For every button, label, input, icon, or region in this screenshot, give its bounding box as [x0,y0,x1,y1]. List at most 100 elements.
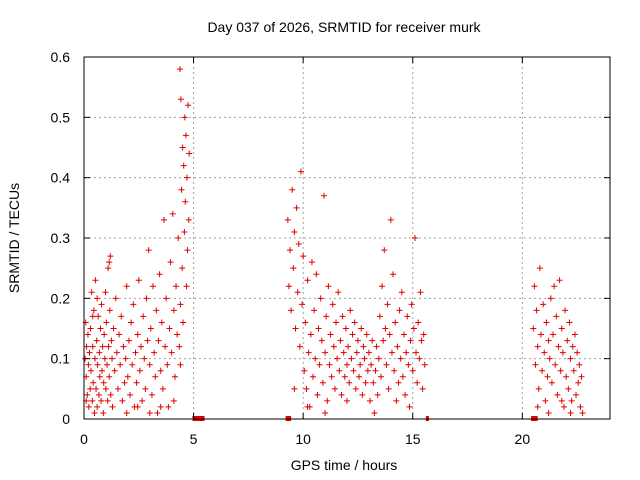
data-point [90,307,97,314]
data-point [556,277,563,284]
data-point [393,397,400,404]
data-point [102,289,109,296]
data-point [156,271,163,278]
data-point [397,355,404,362]
data-point [89,343,96,350]
data-point [83,343,90,350]
data-point [109,403,116,410]
data-point [354,337,361,344]
data-point [109,355,116,362]
data-point [101,331,108,338]
data-point [340,349,347,356]
data-point [563,373,570,380]
data-point [359,391,366,398]
data-point [537,331,544,338]
data-point [89,313,96,320]
data-point [136,367,143,374]
data-point [394,343,401,350]
data-point [380,337,387,344]
data-point [374,391,381,398]
data-point [337,337,344,344]
data-point [307,331,314,338]
data-point [577,403,584,410]
data-point [361,355,368,362]
data-point [418,337,425,344]
data-point [145,247,152,254]
data-point [130,301,137,308]
data-point [180,162,187,169]
data-point [555,343,562,350]
data-point [390,271,397,278]
data-point [100,409,107,416]
data-point [571,331,578,338]
data-point [300,253,307,260]
data-point [326,361,333,368]
data-point [183,283,190,290]
data-point [370,379,377,386]
data-point [562,307,569,314]
data-point [558,397,565,404]
data-point [132,349,139,356]
data-point [316,361,323,368]
data-point [573,391,580,398]
data-point [414,379,421,386]
data-point [147,325,154,332]
data-point [372,367,379,374]
data-point [105,343,112,350]
data-point [413,349,420,356]
data-point [176,66,183,73]
data-point [174,331,181,338]
data-point [106,373,113,380]
data-point [101,355,108,362]
data-point [420,331,427,338]
data-point [91,409,98,416]
data-point [86,349,93,356]
data-point [184,247,191,254]
data-point [384,301,391,308]
data-point [347,307,354,314]
data-point [338,391,345,398]
data-point [124,373,131,380]
data-point [400,331,407,338]
data-point [85,361,92,368]
data-point [551,283,558,290]
data-point [567,409,574,416]
data-point [553,313,560,320]
data-point [176,343,183,350]
data-point [363,331,370,338]
data-point [94,295,101,302]
data-point [358,325,365,332]
data-point [569,343,576,350]
data-point [106,307,113,314]
data-point [95,391,102,398]
y-tick-label: 0.4 [51,170,71,186]
data-point [381,247,388,254]
data-point [288,307,295,314]
data-point [160,216,167,223]
data-point [304,403,311,410]
data-point [122,355,129,362]
data-point [181,114,188,121]
data-point [364,367,371,374]
data-point [339,313,346,320]
data-point [349,331,356,338]
data-point [168,349,175,356]
data-point [550,331,557,338]
data-point [578,373,585,380]
data-point [90,379,97,386]
data-point [110,325,117,332]
data-point [417,289,424,296]
data-point [155,337,162,344]
data-point [548,379,555,386]
data-point [291,385,298,392]
data-point [530,325,537,332]
data-point [373,343,380,350]
data-point [318,337,325,344]
data-point [365,349,372,356]
data-point [362,379,369,386]
data-point [295,241,302,248]
data-point [98,301,105,308]
data-point [568,397,575,404]
tick-marks [83,56,610,420]
